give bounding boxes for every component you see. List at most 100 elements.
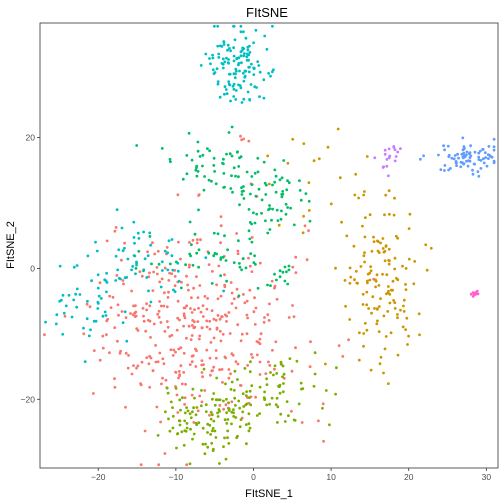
data-point: [219, 294, 223, 298]
x-axis: −20 −10 0 10 20 30: [91, 468, 491, 482]
data-point: [376, 239, 379, 243]
data-point: [341, 355, 345, 358]
data-point: [180, 280, 183, 284]
data-point: [82, 332, 86, 336]
data-point: [109, 306, 113, 309]
data-point: [267, 182, 271, 186]
data-point: [188, 363, 192, 366]
data-point: [208, 327, 212, 331]
data-point: [192, 432, 196, 436]
data-point: [365, 290, 369, 294]
data-point: [165, 246, 169, 249]
data-point: [227, 442, 231, 445]
data-point: [85, 317, 89, 321]
data-point: [294, 255, 298, 259]
data-point: [230, 352, 234, 356]
data-point: [393, 159, 397, 163]
data-point: [462, 145, 466, 148]
data-point: [471, 168, 474, 172]
data-point: [223, 60, 227, 64]
data-point: [229, 99, 232, 103]
data-point: [302, 214, 305, 218]
data-point: [92, 392, 95, 395]
data-point: [203, 452, 207, 456]
data-point: [196, 320, 200, 323]
data-point: [407, 227, 411, 231]
data-point: [197, 248, 201, 252]
data-point: [312, 159, 316, 163]
data-point: [285, 270, 288, 274]
data-point: [134, 314, 138, 318]
y-axis: −20 0 20: [21, 133, 40, 404]
data-point: [162, 362, 166, 366]
data-point: [214, 318, 218, 322]
data-point: [294, 346, 297, 350]
data-point: [240, 186, 243, 190]
data-point: [224, 356, 228, 360]
data-point: [215, 67, 219, 71]
data-point: [204, 442, 207, 446]
data-point: [222, 399, 225, 403]
data-point: [247, 65, 251, 69]
data-point: [206, 422, 210, 426]
data-point: [220, 45, 224, 48]
data-point: [287, 414, 290, 417]
data-point: [273, 367, 276, 371]
data-point: [166, 296, 170, 299]
data-point: [155, 405, 159, 409]
data-point: [233, 76, 237, 80]
data-point: [232, 297, 236, 301]
data-point: [370, 249, 374, 253]
data-point: [446, 144, 450, 148]
data-point: [239, 50, 243, 54]
data-point: [108, 351, 111, 355]
data-point: [348, 318, 352, 321]
data-point: [249, 83, 253, 86]
data-point: [256, 286, 260, 290]
data-point: [161, 357, 165, 361]
data-point: [149, 243, 153, 247]
data-point: [225, 397, 228, 401]
data-point: [469, 154, 473, 158]
data-point: [216, 297, 220, 301]
data-point: [182, 324, 186, 328]
data-point: [387, 285, 390, 288]
data-point: [212, 419, 216, 423]
data-point: [223, 436, 226, 440]
data-point: [157, 309, 161, 313]
data-point: [388, 212, 391, 216]
data-point: [190, 311, 194, 314]
data-point: [55, 313, 59, 317]
data-point: [205, 319, 209, 323]
data-point: [252, 41, 256, 45]
points-layer: [43, 24, 496, 467]
data-point: [255, 340, 259, 343]
data-point: [229, 49, 233, 53]
data-point: [291, 304, 294, 307]
data-point: [190, 243, 193, 247]
data-point: [270, 279, 274, 283]
data-point: [240, 101, 244, 104]
data-point: [171, 406, 174, 409]
data-point: [236, 252, 240, 256]
data-point: [234, 89, 238, 92]
data-point: [236, 434, 239, 438]
data-point: [226, 436, 229, 440]
data-point: [237, 165, 241, 168]
data-point: [96, 300, 100, 304]
data-point: [282, 372, 286, 376]
data-point: [362, 254, 366, 258]
data-point: [238, 262, 241, 265]
data-point: [180, 382, 184, 386]
data-point: [216, 314, 220, 317]
data-point: [368, 213, 372, 217]
data-point: [236, 150, 240, 154]
data-point: [177, 347, 181, 351]
data-point: [136, 364, 140, 368]
data-point: [212, 231, 216, 235]
data-point: [308, 219, 312, 223]
data-point: [61, 293, 65, 297]
data-point: [304, 192, 308, 196]
data-point: [402, 310, 406, 313]
data-point: [407, 334, 410, 338]
